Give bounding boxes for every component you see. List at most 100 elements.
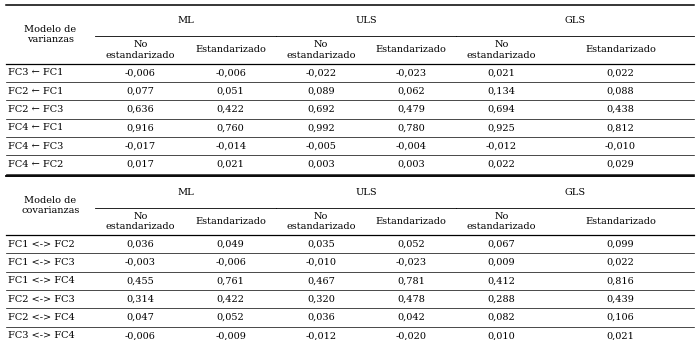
Text: -0,012: -0,012 <box>486 142 517 151</box>
Text: 0,320: 0,320 <box>307 295 335 304</box>
Text: FC4 ← FC1: FC4 ← FC1 <box>8 123 64 132</box>
Text: 0,478: 0,478 <box>398 295 425 304</box>
Text: 0,692: 0,692 <box>307 105 335 114</box>
Text: 0,099: 0,099 <box>607 240 634 249</box>
Text: 0,082: 0,082 <box>488 313 515 322</box>
Text: -0,006: -0,006 <box>125 332 156 340</box>
Text: FC4 ← FC2: FC4 ← FC2 <box>8 160 64 169</box>
Text: 0,052: 0,052 <box>217 313 244 322</box>
Text: -0,009: -0,009 <box>215 332 246 340</box>
Text: -0,014: -0,014 <box>215 142 246 151</box>
Text: 0,760: 0,760 <box>217 123 244 132</box>
Text: 0,467: 0,467 <box>307 276 335 285</box>
Text: -0,003: -0,003 <box>125 258 156 267</box>
Text: ML: ML <box>177 188 194 197</box>
Text: -0,023: -0,023 <box>395 258 427 267</box>
Text: No
estandarizado: No estandarizado <box>106 211 175 231</box>
Text: 0,439: 0,439 <box>607 295 634 304</box>
Text: GLS: GLS <box>565 188 586 197</box>
Text: 0,010: 0,010 <box>488 332 515 340</box>
Text: 0,022: 0,022 <box>488 160 515 169</box>
Text: 0,051: 0,051 <box>217 87 244 96</box>
Text: Modelo de
varianzas: Modelo de varianzas <box>25 24 76 44</box>
Text: -0,012: -0,012 <box>305 332 337 340</box>
Text: 0,812: 0,812 <box>607 123 634 132</box>
Text: -0,023: -0,023 <box>395 68 427 77</box>
Text: 0,781: 0,781 <box>398 276 425 285</box>
Text: 0,636: 0,636 <box>127 105 154 114</box>
Text: No
estandarizado: No estandarizado <box>467 211 536 231</box>
Text: FC2 <-> FC4: FC2 <-> FC4 <box>8 313 75 322</box>
Text: 0,412: 0,412 <box>487 276 515 285</box>
Text: 0,021: 0,021 <box>217 160 244 169</box>
Text: 0,003: 0,003 <box>307 160 335 169</box>
Text: 0,089: 0,089 <box>307 87 335 96</box>
Text: 0,479: 0,479 <box>398 105 425 114</box>
Text: 0,022: 0,022 <box>607 68 634 77</box>
Text: Modelo de
covarianzas: Modelo de covarianzas <box>21 196 80 216</box>
Text: 0,694: 0,694 <box>488 105 515 114</box>
Text: 0,916: 0,916 <box>127 123 154 132</box>
Text: -0,017: -0,017 <box>125 142 156 151</box>
Text: -0,010: -0,010 <box>305 258 337 267</box>
Text: 0,438: 0,438 <box>607 105 634 114</box>
Text: 0,422: 0,422 <box>217 105 245 114</box>
Text: 0,761: 0,761 <box>217 276 244 285</box>
Text: Estandarizado: Estandarizado <box>585 46 656 54</box>
Text: -0,006: -0,006 <box>125 68 156 77</box>
Text: -0,005: -0,005 <box>305 142 337 151</box>
Text: GLS: GLS <box>565 16 586 25</box>
Text: 0,021: 0,021 <box>607 332 634 340</box>
Text: 0,816: 0,816 <box>607 276 634 285</box>
Text: 0,134: 0,134 <box>487 87 515 96</box>
Text: FC2 ← FC3: FC2 ← FC3 <box>8 105 64 114</box>
Text: FC2 <-> FC3: FC2 <-> FC3 <box>8 295 75 304</box>
Text: 0,003: 0,003 <box>398 160 425 169</box>
Text: -0,006: -0,006 <box>215 68 246 77</box>
Text: 0,106: 0,106 <box>607 313 634 322</box>
Text: 0,422: 0,422 <box>217 295 245 304</box>
Text: 0,036: 0,036 <box>127 240 154 249</box>
Text: ULS: ULS <box>356 16 377 25</box>
Text: 0,067: 0,067 <box>488 240 515 249</box>
Text: 0,314: 0,314 <box>126 295 154 304</box>
Text: 0,035: 0,035 <box>307 240 335 249</box>
Text: FC3 ← FC1: FC3 ← FC1 <box>8 68 64 77</box>
Text: FC4 ← FC3: FC4 ← FC3 <box>8 142 64 151</box>
Text: 0,780: 0,780 <box>398 123 425 132</box>
Text: -0,010: -0,010 <box>605 142 636 151</box>
Text: 0,009: 0,009 <box>488 258 515 267</box>
Text: 0,062: 0,062 <box>398 87 425 96</box>
Text: 0,042: 0,042 <box>398 313 425 322</box>
Text: 0,017: 0,017 <box>127 160 154 169</box>
Text: ULS: ULS <box>356 188 377 197</box>
Text: -0,020: -0,020 <box>395 332 427 340</box>
Text: 0,077: 0,077 <box>127 87 154 96</box>
Text: -0,004: -0,004 <box>395 142 427 151</box>
Text: 0,992: 0,992 <box>307 123 335 132</box>
Text: 0,021: 0,021 <box>488 68 515 77</box>
Text: 0,029: 0,029 <box>607 160 634 169</box>
Text: 0,022: 0,022 <box>607 258 634 267</box>
Text: 0,088: 0,088 <box>607 87 634 96</box>
Text: -0,022: -0,022 <box>305 68 337 77</box>
Text: Estandarizado: Estandarizado <box>195 46 266 54</box>
Text: No
estandarizado: No estandarizado <box>106 40 175 60</box>
Text: ML: ML <box>177 16 194 25</box>
Text: FC3 <-> FC4: FC3 <-> FC4 <box>8 332 75 340</box>
Text: FC1 <-> FC2: FC1 <-> FC2 <box>8 240 75 249</box>
Text: FC2 ← FC1: FC2 ← FC1 <box>8 87 64 96</box>
Text: 0,036: 0,036 <box>307 313 335 322</box>
Text: Estandarizado: Estandarizado <box>195 217 266 226</box>
Text: Estandarizado: Estandarizado <box>585 217 656 226</box>
Text: 0,925: 0,925 <box>488 123 515 132</box>
Text: 0,288: 0,288 <box>488 295 515 304</box>
Text: No
estandarizado: No estandarizado <box>286 211 356 231</box>
Text: Estandarizado: Estandarizado <box>376 46 447 54</box>
Text: FC1 <-> FC4: FC1 <-> FC4 <box>8 276 75 285</box>
Text: 0,049: 0,049 <box>217 240 244 249</box>
Text: Estandarizado: Estandarizado <box>376 217 447 226</box>
Text: 0,455: 0,455 <box>127 276 154 285</box>
Text: -0,006: -0,006 <box>215 258 246 267</box>
Text: No
estandarizado: No estandarizado <box>286 40 356 60</box>
